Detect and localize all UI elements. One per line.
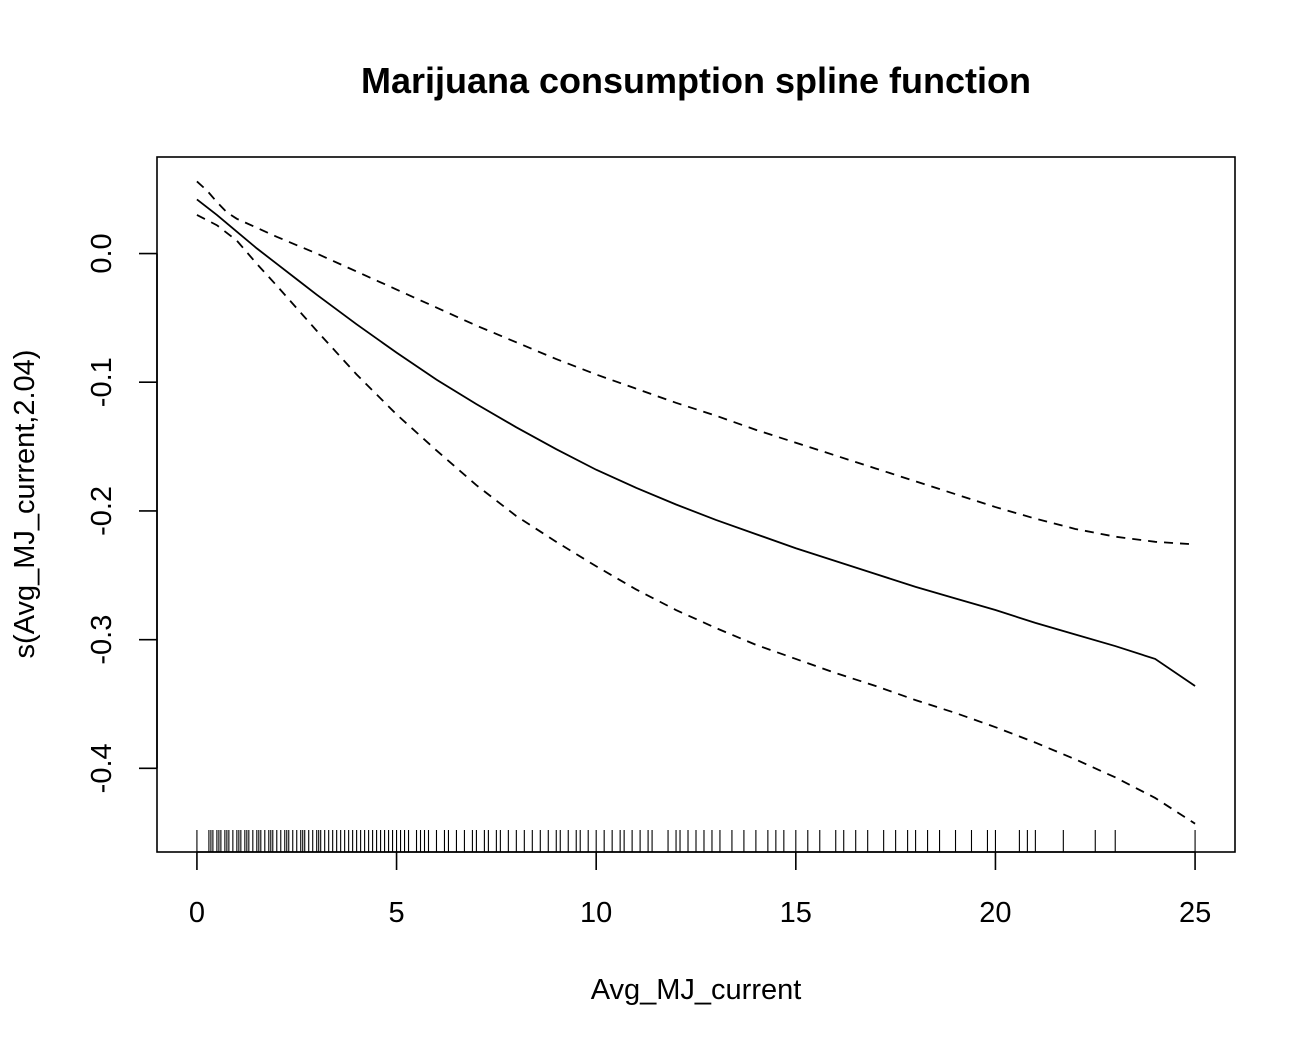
y-tick-label: -0.3	[86, 615, 118, 665]
x-tick-label: 15	[780, 897, 812, 929]
y-tick-label: -0.4	[86, 743, 118, 793]
x-axis-label: Avg_MJ_current	[591, 974, 802, 1006]
x-tick-label: 20	[979, 897, 1011, 929]
x-tick-label: 10	[580, 897, 612, 929]
y-tick-label: -0.2	[86, 486, 118, 536]
y-tick-label: -0.1	[86, 357, 118, 407]
chart-title: Marijuana consumption spline function	[361, 60, 1031, 101]
plot-area: 0 5 10 15 20 25 0.0 -0.1 -0.2 -0.3 -0.4	[86, 156, 1236, 929]
x-tick-label: 5	[388, 897, 404, 929]
confidence-band-line	[196, 214, 1196, 825]
y-axis-label: s(Avg_MJ_current,2.04)	[9, 350, 41, 659]
x-tick-label: 0	[189, 897, 205, 929]
confidence-band-line	[196, 180, 1196, 546]
y-tick-label: 0.0	[86, 233, 118, 273]
x-tick-label: 25	[1179, 897, 1211, 929]
spline-fit-line	[196, 198, 1196, 687]
plot-frame	[156, 156, 1236, 853]
